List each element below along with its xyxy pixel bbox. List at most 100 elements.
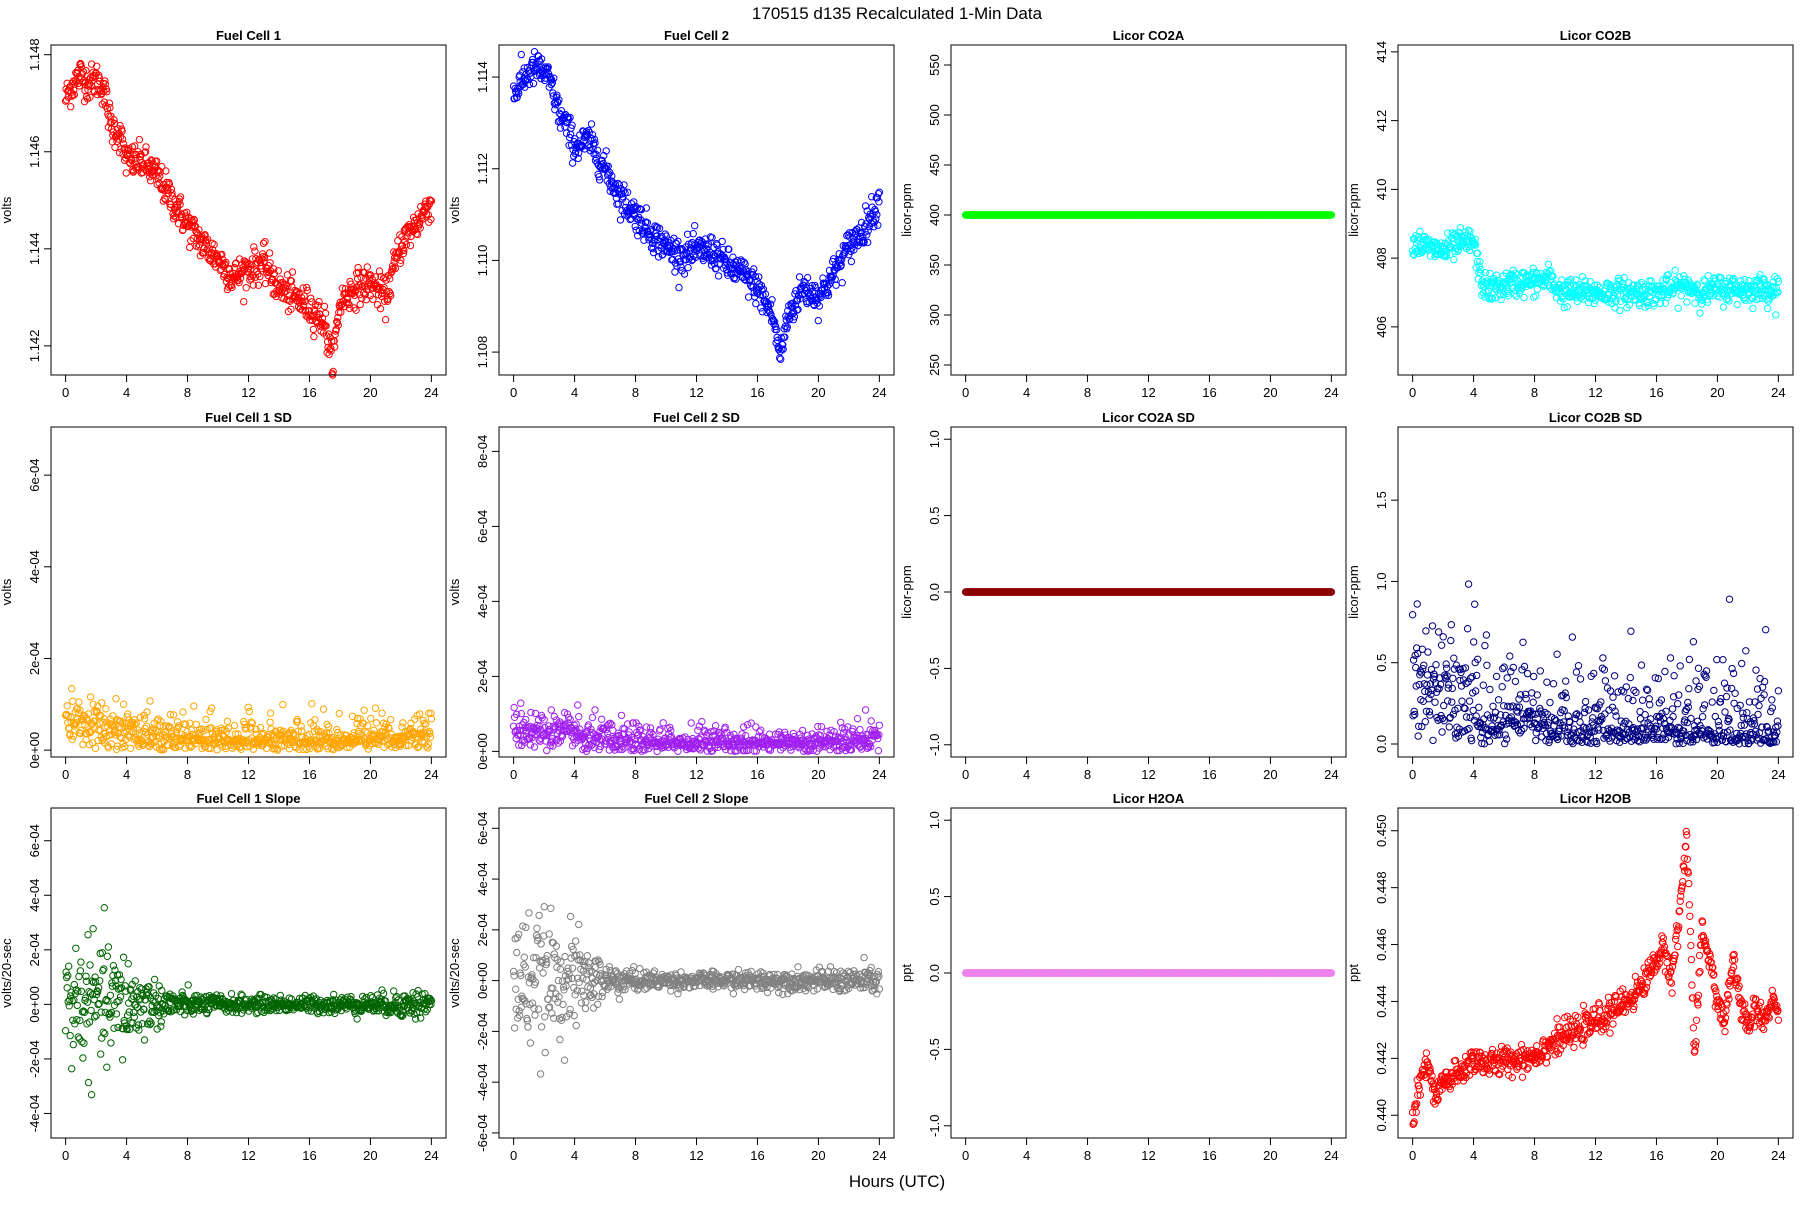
data-point: [103, 706, 109, 712]
panel-title: Licor CO2B: [1560, 28, 1632, 43]
data-point: [588, 121, 594, 127]
figure-title: 170515 d135 Recalculated 1-Min Data: [752, 4, 1043, 23]
data-point: [688, 720, 694, 726]
plot-frame: [499, 427, 894, 757]
data-point: [357, 301, 363, 307]
data-point: [245, 704, 251, 710]
data-points: [962, 212, 1334, 218]
y-tick-label: 2e-04: [475, 660, 490, 693]
x-tick-label: 24: [1771, 385, 1785, 400]
x-tick-label: 20: [1263, 385, 1277, 400]
x-tick-label: 16: [750, 767, 764, 782]
data-point: [1505, 293, 1511, 299]
data-point: [364, 264, 370, 270]
x-tick-label: 16: [302, 767, 316, 782]
x-tick-label: 12: [1141, 385, 1155, 400]
data-point: [113, 696, 119, 702]
data-point: [518, 700, 524, 706]
data-point: [569, 160, 575, 166]
data-point: [400, 720, 406, 726]
data-point: [325, 724, 331, 730]
data-point: [99, 700, 105, 706]
data-point: [598, 716, 604, 722]
y-tick-label: 410: [1374, 179, 1389, 201]
data-point: [203, 716, 209, 722]
data-point: [87, 694, 93, 700]
data-point: [518, 51, 524, 57]
x-tick-label: 8: [632, 767, 639, 782]
data-point: [361, 707, 367, 713]
y-tick-label: 1.142: [27, 330, 42, 363]
y-tick-label: 1.144: [27, 233, 42, 266]
data-point: [382, 317, 388, 323]
data-point: [241, 299, 247, 305]
x-tick-label: 8: [1531, 385, 1538, 400]
data-point: [862, 707, 868, 713]
data-point: [368, 715, 374, 721]
x-tick-label: 16: [750, 385, 764, 400]
data-point: [266, 250, 272, 256]
data-point: [685, 264, 691, 270]
y-tick-label: 550: [927, 54, 942, 76]
data-point: [1672, 267, 1678, 273]
data-point: [372, 705, 378, 711]
data-point: [530, 80, 536, 86]
x-tick-label: 24: [872, 767, 886, 782]
data-point: [563, 130, 569, 136]
x-tick-label: 0: [962, 385, 969, 400]
y-tick-label: 2e-04: [27, 642, 42, 675]
data-points: [962, 589, 1334, 595]
data-point: [1697, 310, 1703, 316]
x-tick-label: 24: [424, 767, 438, 782]
data-point: [1482, 270, 1488, 276]
data-point: [617, 217, 623, 223]
x-tick-label: 0: [1409, 385, 1416, 400]
data-point: [76, 699, 82, 705]
data-point: [695, 727, 701, 733]
panel-title: Licor CO2A: [1113, 28, 1185, 43]
data-point: [1675, 305, 1681, 311]
data-point: [511, 704, 517, 710]
data-point: [311, 333, 317, 339]
y-tick-label: 1.108: [475, 336, 490, 369]
panel-title: Fuel Cell 2 SD: [653, 410, 740, 425]
x-tick-label: 12: [689, 767, 703, 782]
x-tick-label: 20: [811, 767, 825, 782]
data-point: [1765, 305, 1771, 311]
data-point: [868, 718, 874, 724]
figure-xlabel: Hours (UTC): [849, 1172, 945, 1191]
x-tick-label: 4: [123, 385, 130, 400]
x-tick-label: 20: [1710, 385, 1724, 400]
data-point: [758, 305, 764, 311]
data-point: [251, 244, 257, 250]
data-point: [833, 282, 839, 288]
data-point: [576, 713, 582, 719]
data-point: [262, 239, 268, 245]
y-tick-label: 1.112: [475, 153, 490, 185]
data-point: [280, 701, 286, 707]
data-point: [592, 707, 598, 713]
data-point: [1533, 293, 1539, 299]
x-tick-label: 12: [241, 767, 255, 782]
y-tick-label: 450: [927, 154, 942, 176]
x-tick-label: 12: [689, 385, 703, 400]
data-point: [1742, 276, 1748, 282]
x-tick-label: 0: [62, 767, 69, 782]
y-axis-label: volts: [0, 578, 14, 605]
data-point: [231, 722, 237, 728]
x-tick-label: 20: [363, 767, 377, 782]
data-point: [589, 714, 595, 720]
x-tick-label: 24: [872, 385, 886, 400]
data-point: [848, 258, 854, 264]
plot-frame: [51, 427, 446, 757]
data-point: [575, 702, 581, 708]
